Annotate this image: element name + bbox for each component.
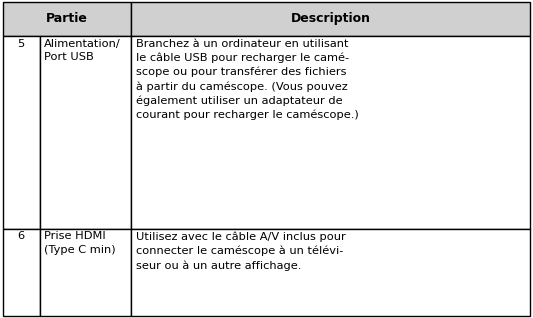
Bar: [3, 36, 39, 229]
Text: 5: 5: [18, 39, 25, 49]
Text: Description: Description: [291, 12, 371, 25]
Bar: [3, 2, 132, 36]
Bar: [132, 2, 530, 36]
Bar: [3, 229, 39, 316]
Bar: [39, 229, 132, 316]
Bar: [39, 36, 132, 229]
Text: Alimentation/
Port USB: Alimentation/ Port USB: [44, 39, 120, 62]
Text: 6: 6: [18, 232, 25, 241]
Text: Utilisez avec le câble A/V inclus pour
connecter le caméscope à un télévi-
seur : Utilisez avec le câble A/V inclus pour c…: [136, 232, 345, 271]
Bar: [132, 229, 530, 316]
Bar: [132, 36, 530, 229]
Text: Branchez à un ordinateur en utilisant
le câble USB pour recharger le camé-
scope: Branchez à un ordinateur en utilisant le…: [136, 39, 358, 121]
Text: Partie: Partie: [46, 12, 88, 25]
Text: Prise HDMI
(Type C min): Prise HDMI (Type C min): [44, 232, 116, 255]
